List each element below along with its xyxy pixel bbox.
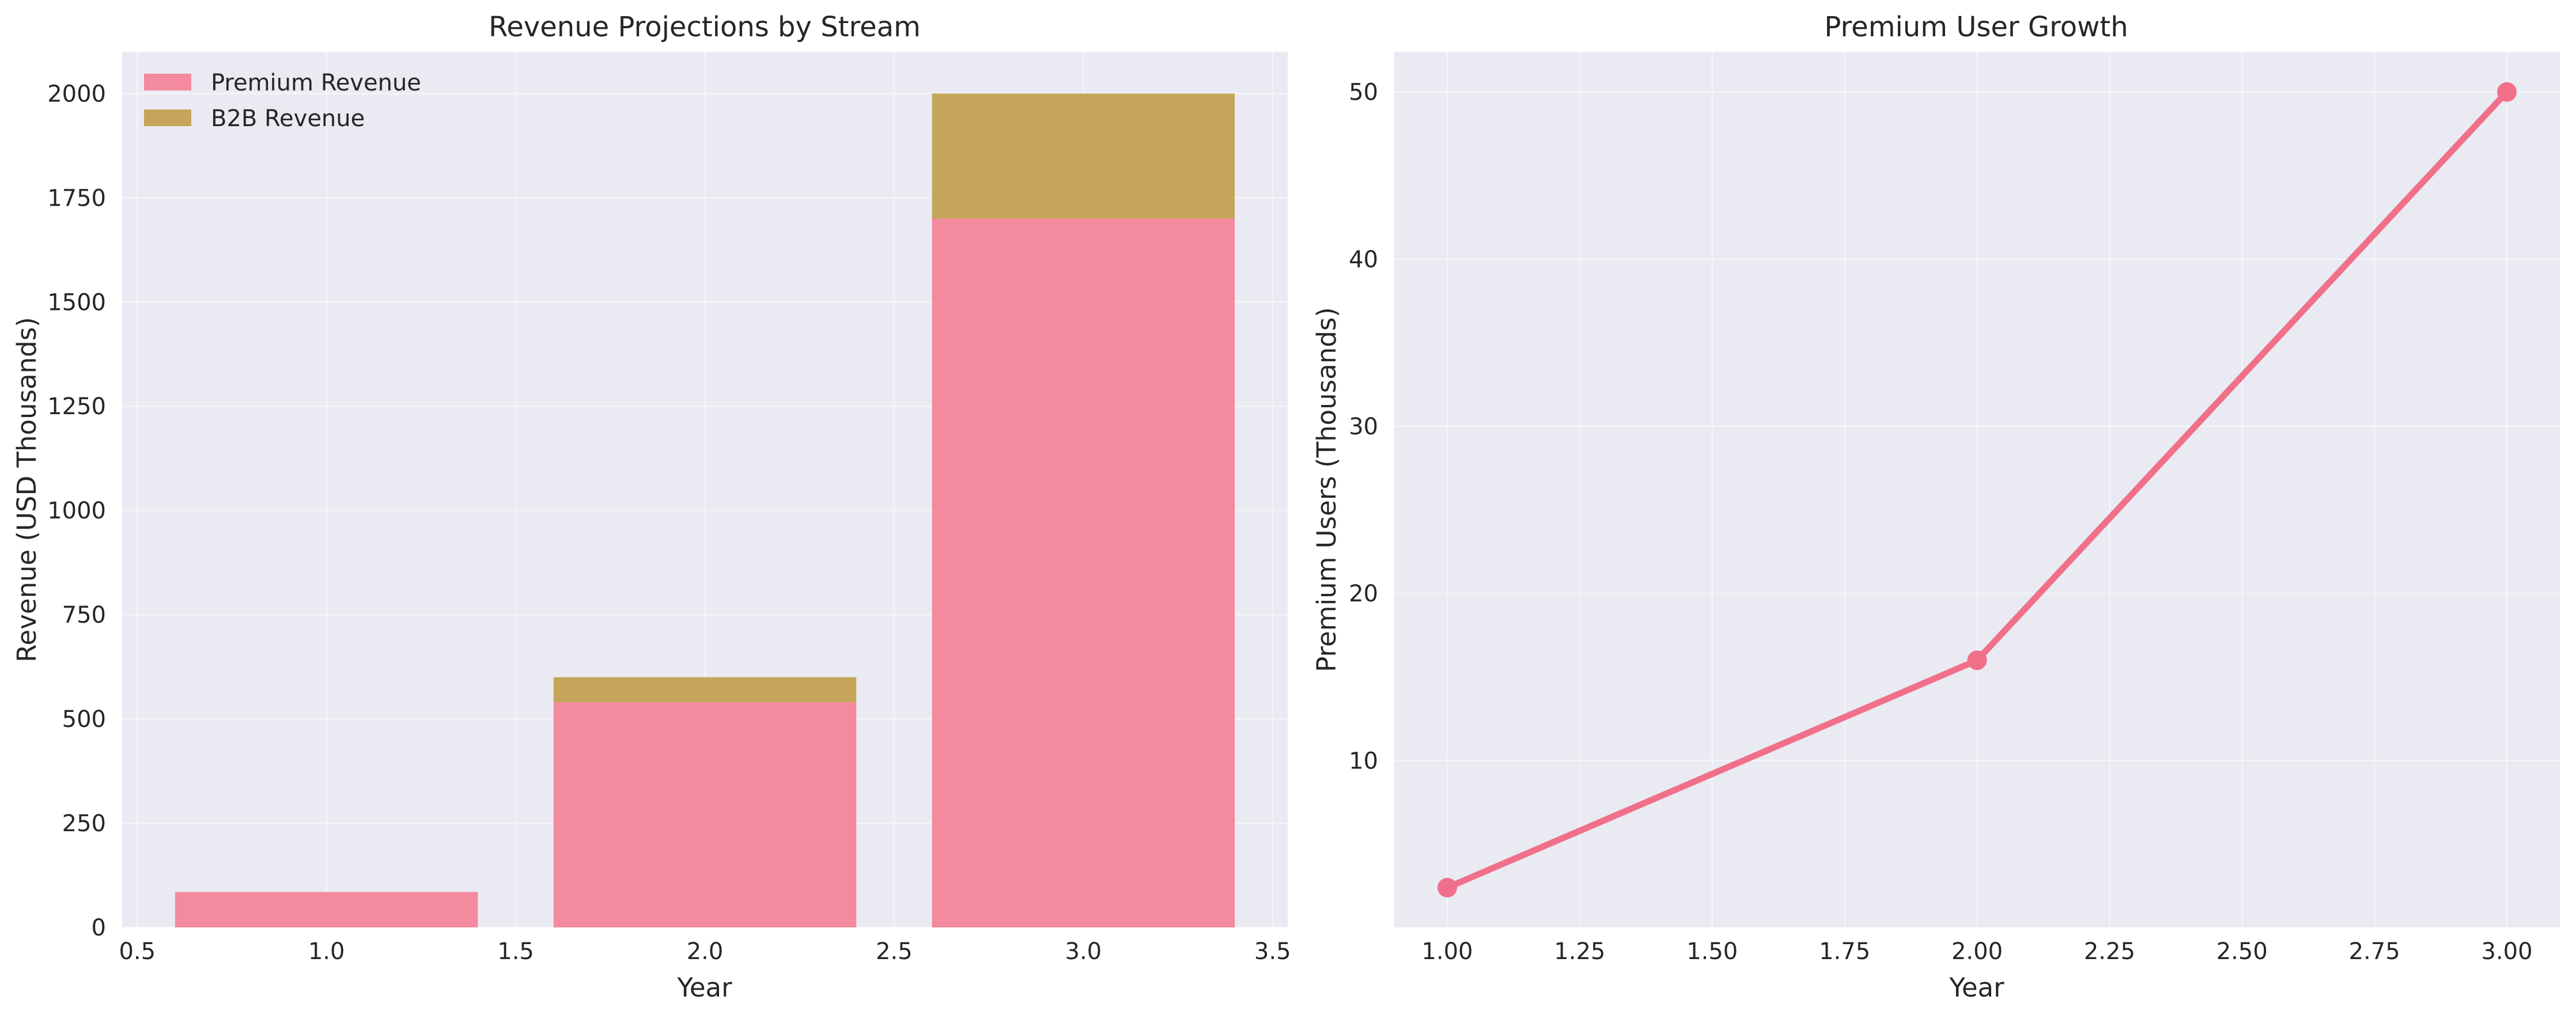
bar-b2b-revenue [553,677,857,703]
user-growth-x-tick-label: 2.00 [1951,938,2003,965]
user-growth-point [2497,82,2517,102]
user-growth-y-tick-label: 50 [1349,79,1378,106]
bar-b2b-revenue [932,93,1235,219]
revenue-y-tick-label: 500 [62,706,106,733]
revenue-y-tick-label: 1750 [47,185,106,211]
revenue-chart: Revenue Projections by Stream 0.5 1.0 1.5 2… [12,11,1291,1003]
legend-label-b2b-revenue: B2B Revenue [211,105,365,132]
user-growth-x-ticks: 1.00 1.25 1.50 1.75 2.00 2.25 2.50 2.75 3.00 [1421,938,2532,965]
bar-premium-revenue [932,218,1235,927]
bar-premium-revenue [175,892,478,927]
revenue-x-ticks: 0.5 1.0 1.5 2.0 2.5 3.0 3.5 [119,938,1291,965]
legend-label-premium-revenue: Premium Revenue [211,70,421,96]
revenue-y-tick-label: 1000 [47,498,106,524]
user-growth-x-tick-label: 1.25 [1554,938,1605,965]
revenue-x-tick-label: 1.0 [308,938,345,965]
user-growth-y-ticks: 10 20 30 40 50 [1349,79,1378,775]
revenue-y-axis-label: Revenue (USD Thousands) [12,317,42,662]
user-growth-gridlines [1394,52,2560,927]
user-growth-x-tick-label: 1.00 [1421,938,1473,965]
user-growth-chart: Premium User Growth 1.00 1.25 1.50 1.75 2.00… [1311,11,2560,1003]
user-growth-y-axis-label: Premium Users (Thousands) [1311,307,1342,672]
user-growth-x-tick-label: 1.50 [1686,938,1738,965]
user-growth-series [1437,82,2517,897]
legend-swatch-premium-revenue [144,74,191,90]
user-growth-x-tick-label: 2.25 [2084,938,2135,965]
revenue-x-tick-label: 0.5 [119,938,156,965]
revenue-x-axis-label: Year [676,972,732,1003]
revenue-x-tick-label: 2.5 [876,938,913,965]
user-growth-x-tick-label: 2.50 [2216,938,2268,965]
revenue-y-tick-label: 250 [62,810,106,837]
user-growth-point [1967,650,1987,671]
revenue-x-tick-label: 2.0 [687,938,724,965]
user-growth-point [1437,877,1457,897]
revenue-legend: Premium Revenue B2B Revenue [144,70,421,132]
revenue-y-tick-label: 0 [92,915,106,941]
user-growth-x-axis-label: Year [1949,972,2004,1003]
revenue-bars [175,93,1235,927]
revenue-y-tick-label: 1250 [47,393,106,420]
user-growth-x-tick-label: 3.00 [2482,938,2533,965]
user-growth-y-tick-label: 40 [1349,247,1378,273]
user-growth-y-tick-label: 20 [1349,581,1378,607]
bar-premium-revenue [553,702,857,927]
revenue-x-tick-label: 3.0 [1065,938,1102,965]
revenue-chart-title: Revenue Projections by Stream [489,11,921,43]
revenue-x-tick-label: 1.5 [497,938,534,965]
revenue-y-tick-label: 2000 [47,81,106,107]
user-growth-x-tick-label: 2.75 [2349,938,2400,965]
legend-swatch-b2b-revenue [144,109,191,126]
user-growth-chart-title: Premium User Growth [1824,11,2128,43]
user-growth-y-tick-label: 30 [1349,414,1378,440]
revenue-y-ticks: 0 250 500 750 1000 1250 1500 1750 2000 [47,81,106,941]
revenue-y-tick-label: 1500 [47,289,106,316]
revenue-x-tick-label: 3.5 [1254,938,1291,965]
revenue-y-tick-label: 750 [62,602,106,628]
user-growth-y-tick-label: 10 [1349,748,1378,774]
user-growth-x-tick-label: 1.75 [1819,938,1870,965]
